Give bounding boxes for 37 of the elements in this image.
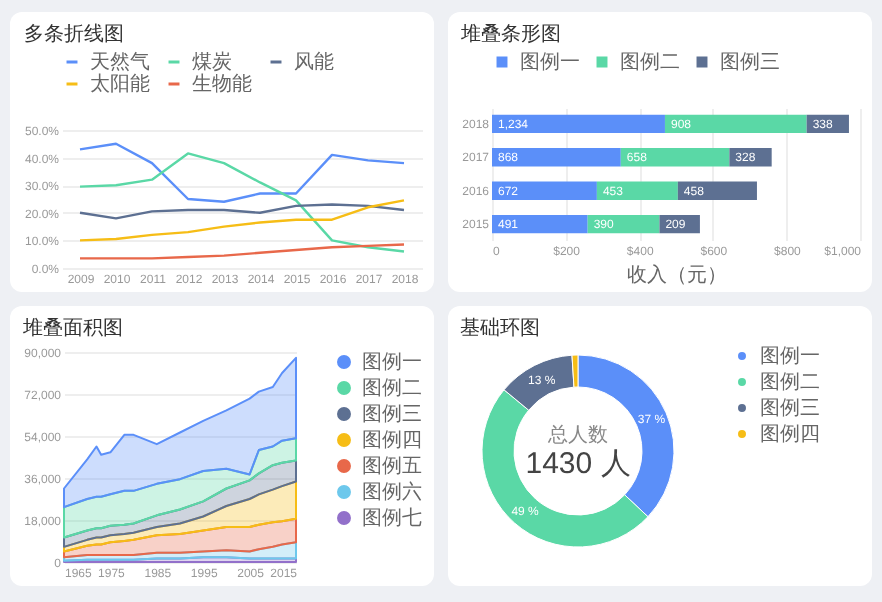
bar <box>492 214 588 234</box>
legend-label: 图例六 <box>362 480 422 504</box>
chart-title: 基础环图 <box>460 316 540 340</box>
legend-label: 生物能 <box>192 72 252 96</box>
text: 总人数 <box>546 423 608 447</box>
bar <box>492 148 621 167</box>
chart-title: 多条折线图 <box>23 22 124 46</box>
line-series <box>78 203 406 220</box>
bar <box>492 181 597 200</box>
legend-label: 图例二 <box>362 378 422 400</box>
legend-label: 图例三 <box>760 398 820 420</box>
legend-label: 图例一 <box>362 352 422 374</box>
legend-label: 图例三 <box>720 52 780 74</box>
legend-label: 煤炭 <box>192 50 232 74</box>
legend-label: 图例七 <box>362 506 422 530</box>
text: 1430 人 <box>525 447 631 481</box>
line-series <box>78 142 406 203</box>
bar <box>664 114 807 134</box>
legend-label: 风能 <box>294 50 334 74</box>
legend-label: 图例五 <box>362 456 422 478</box>
chart-title: 堆叠条形图 <box>459 22 562 46</box>
line-series <box>78 152 406 253</box>
line-series <box>78 243 406 260</box>
bar <box>620 148 730 167</box>
legend-label: 图例三 <box>362 404 422 426</box>
legend-label: 图例二 <box>760 372 820 394</box>
legend-label: 天然气 <box>90 50 150 74</box>
legend-label: 图例一 <box>520 52 580 74</box>
legend-label: 图例一 <box>760 346 820 368</box>
bar <box>492 114 665 134</box>
x-axis-title: 收入（元） <box>627 263 727 287</box>
legend-label: 太阳能 <box>90 72 150 96</box>
legend-label: 图例四 <box>362 430 422 452</box>
legend-label: 图例二 <box>620 52 680 74</box>
line-series <box>78 199 406 242</box>
legend-label: 图例四 <box>760 424 820 446</box>
chart-title: 堆叠面积图 <box>21 316 124 340</box>
